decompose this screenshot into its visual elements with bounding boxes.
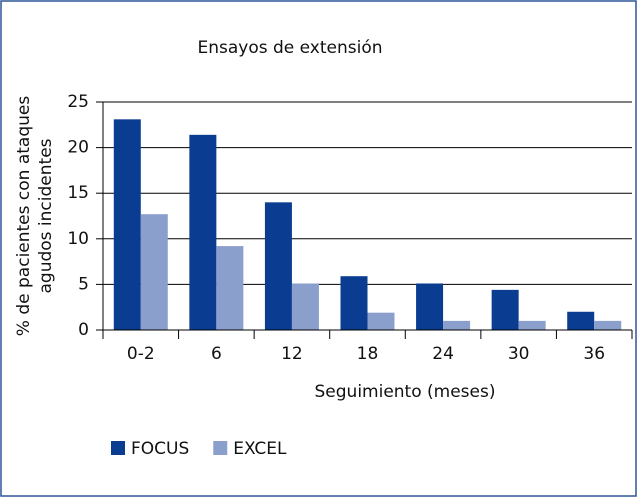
bar <box>518 320 546 330</box>
x-axis-label: Seguimiento (meses) <box>315 382 496 402</box>
bar <box>567 311 595 330</box>
x-tick-label: 30 <box>508 344 530 364</box>
legend-swatch <box>213 441 228 455</box>
bar <box>594 320 622 330</box>
y-tick-label: 25 <box>67 92 89 112</box>
y-axis-label: agudos incidentes <box>36 138 56 293</box>
x-tick-label: 6 <box>211 344 222 364</box>
bar <box>443 320 471 330</box>
bar <box>216 246 244 330</box>
legend-swatch <box>111 441 125 455</box>
bar <box>291 283 319 330</box>
x-tick-label: 0-2 <box>127 344 155 364</box>
x-tick-label: 12 <box>281 344 303 364</box>
legend-label: EXCEL <box>233 439 287 459</box>
y-tick-label: 15 <box>67 183 89 203</box>
legend-label: FOCUS <box>131 439 189 459</box>
y-tick-label: 5 <box>78 274 89 294</box>
bar <box>113 119 141 330</box>
x-tick-label: 18 <box>357 344 379 364</box>
bar <box>340 276 368 330</box>
y-tick-label: 10 <box>67 229 89 249</box>
bar <box>264 202 292 330</box>
x-tick-label: 36 <box>583 344 605 364</box>
x-tick-label: 24 <box>432 344 454 364</box>
y-tick-label: 20 <box>67 138 89 158</box>
chart-title: Ensayos de extensión <box>197 38 382 58</box>
bar <box>416 283 444 330</box>
bar <box>189 134 217 330</box>
y-tick-label: 0 <box>78 320 89 340</box>
bar <box>491 289 519 330</box>
y-axis-label: % de pacientes con ataques <box>14 96 34 337</box>
bar <box>140 214 168 330</box>
bar <box>367 312 395 330</box>
